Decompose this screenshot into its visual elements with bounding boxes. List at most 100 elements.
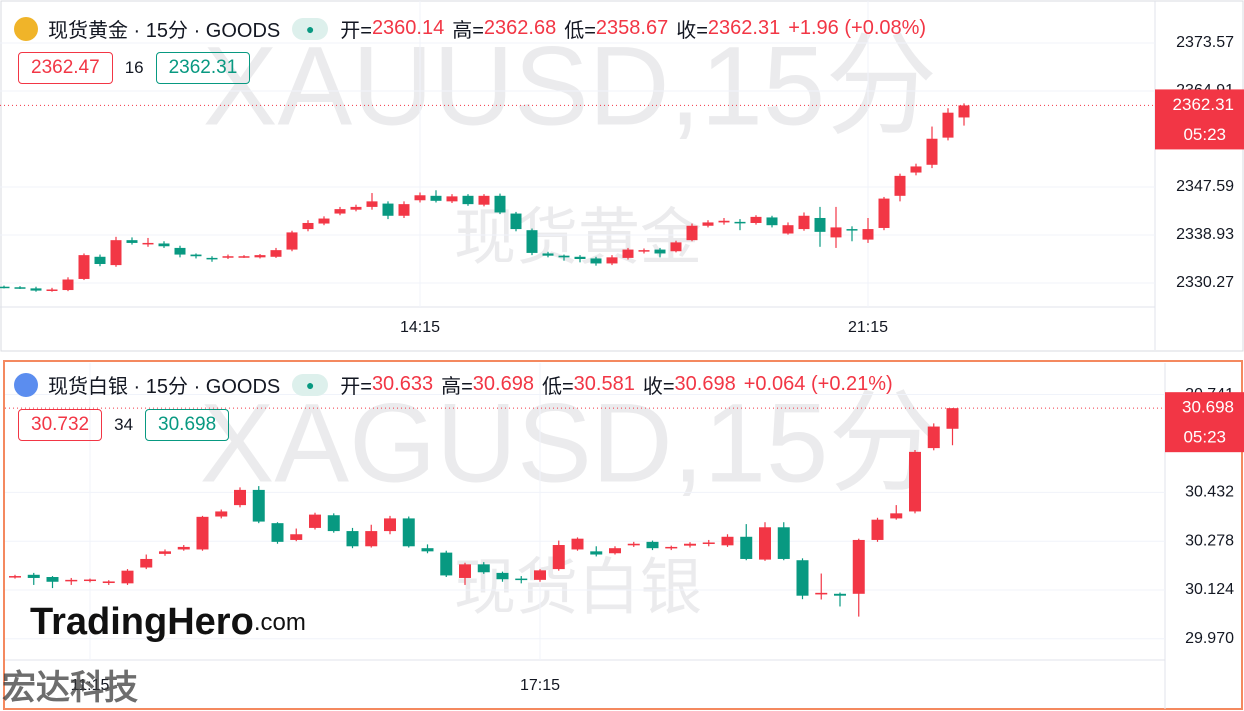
candle-body <box>910 166 922 173</box>
candle-body <box>654 249 666 254</box>
ohlc-label: 开= <box>340 20 372 42</box>
ohlc-label: 低= <box>564 20 596 42</box>
symbol-watermark: XAUUSD,15分 <box>203 24 937 149</box>
candle-body <box>750 216 762 223</box>
candle-body <box>622 249 634 258</box>
y-tick-label: 2330.27 <box>1176 274 1234 291</box>
ohlc-value: 30.633 <box>371 373 434 395</box>
candle-body <box>796 560 809 596</box>
symbol-watermark: XAGUSD,15分 <box>200 381 941 506</box>
candle-body <box>110 240 122 266</box>
candle-body <box>646 541 659 549</box>
candle-body <box>759 527 771 560</box>
candle-body <box>740 536 753 559</box>
countdown: 05:23 <box>1183 428 1226 447</box>
y-tick-label: 2347.59 <box>1176 178 1234 195</box>
candle-body <box>102 581 115 584</box>
ohlc-label: 收= <box>642 376 675 398</box>
y-tick-label: 29.970 <box>1185 630 1234 647</box>
candle-body <box>382 203 394 216</box>
candle-body <box>852 539 865 594</box>
status-badge[interactable]: ● <box>292 17 329 40</box>
panel-border-active <box>3 360 1243 710</box>
brand-logo-suffix: .com <box>254 609 306 636</box>
candle-body <box>534 570 546 580</box>
candle-body <box>446 196 458 202</box>
legend: 现货白银 · 15分 · GOODS ● 开= 30.633 高= 30.698 低… <box>14 370 901 399</box>
ohlc-value: 2358.67 <box>595 17 669 39</box>
spread: 16 <box>124 58 144 77</box>
candle-body <box>777 527 790 559</box>
candle-body <box>834 593 846 596</box>
candle-body <box>477 564 490 573</box>
candle-body <box>9 576 21 578</box>
candle-body <box>174 247 186 255</box>
candle-body <box>515 578 528 581</box>
candle-body <box>459 564 471 578</box>
candle-body <box>309 514 321 528</box>
panel-border <box>0 0 1244 352</box>
ohlc-value: 2362.31 <box>707 17 781 39</box>
trade-buttons: 2362.47 16 2362.31 <box>18 52 251 84</box>
candle-body <box>414 195 426 201</box>
y-tick-label: 30.432 <box>1185 484 1234 501</box>
candle-body <box>686 225 698 241</box>
change: +1.96 (+0.08%) <box>788 17 927 39</box>
candle-body <box>30 288 42 291</box>
candle-body <box>878 198 890 228</box>
candle-body <box>398 204 410 216</box>
ohlc-value: 30.698 <box>674 373 736 395</box>
candle-body <box>46 289 58 291</box>
spread: 34 <box>114 415 134 434</box>
candle-body <box>365 531 378 547</box>
candle-body <box>494 195 506 213</box>
candle-body <box>927 426 940 449</box>
price-tag-value: 2362.31 <box>1173 95 1234 114</box>
buy-button[interactable]: 30.698 <box>145 409 230 441</box>
brand-logo: TradingHero.com <box>30 601 306 643</box>
ohlc-label: 高= <box>441 376 473 398</box>
candle-body <box>84 579 96 582</box>
candle-body <box>627 543 640 546</box>
candle-body <box>271 523 284 542</box>
sell-button[interactable]: 30.732 <box>18 409 103 441</box>
candle-body <box>766 217 778 226</box>
candle-body <box>909 451 921 512</box>
symbol-title[interactable]: 现货白银 · 15分 · GOODS <box>48 376 281 398</box>
ohlc-label: 收= <box>676 20 708 42</box>
ohlc-value: 30.581 <box>573 373 635 395</box>
candle-body <box>46 577 59 582</box>
sell-button[interactable]: 2362.47 <box>18 52 113 84</box>
x-tick-label: 14:15 <box>400 319 440 336</box>
brand-logo-name: TradingHero <box>30 601 254 643</box>
ohlc-label: 低= <box>541 376 574 398</box>
candle-body <box>430 195 442 201</box>
candle-body <box>665 546 678 549</box>
candle-body <box>798 215 810 230</box>
price-tag-value: 30.698 <box>1182 398 1234 417</box>
candle-body <box>510 213 522 230</box>
candle-body <box>890 513 903 519</box>
brand-corner: 宏达科技 <box>2 668 138 707</box>
symbol-title[interactable]: 现货黄金 · 15分 · GOODS <box>48 20 281 42</box>
candle-body <box>574 256 586 260</box>
y-tick-label: 30.278 <box>1185 532 1234 549</box>
candle-body <box>350 206 362 210</box>
candle-body <box>942 112 954 138</box>
candle-body <box>121 570 134 584</box>
candle-body <box>177 546 190 550</box>
ohlc-value: 2360.14 <box>371 17 445 39</box>
price-tag <box>1155 89 1244 150</box>
status-badge[interactable]: ● <box>292 373 329 396</box>
candle-body <box>327 515 340 532</box>
buy-button[interactable]: 2362.31 <box>155 52 251 84</box>
candle-body <box>815 592 828 595</box>
candle-body <box>215 511 228 517</box>
symbol-icon <box>14 372 38 397</box>
x-tick-label: 11:15 <box>71 677 110 694</box>
candle-body <box>862 229 874 240</box>
ohlc-label: 开= <box>340 376 372 398</box>
candle-body <box>478 195 490 205</box>
change: +0.064 (+0.21%) <box>743 373 893 395</box>
